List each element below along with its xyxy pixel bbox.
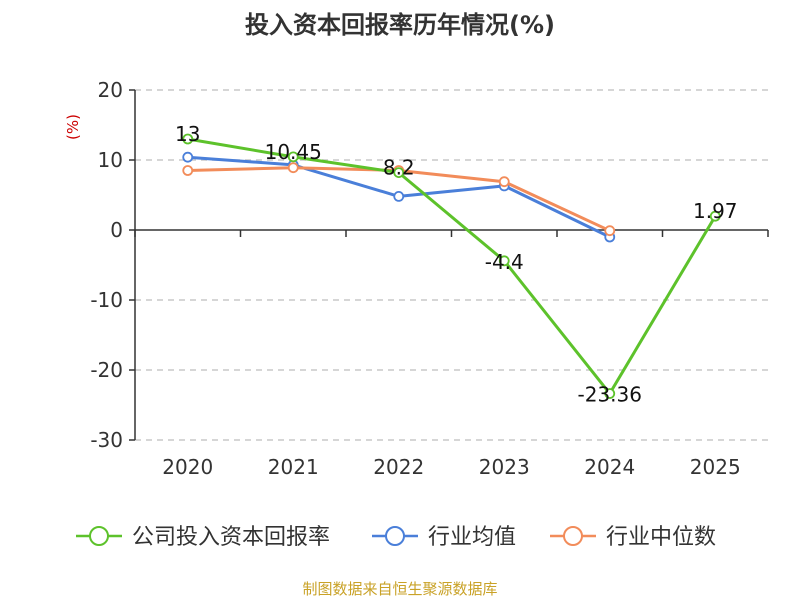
y-tick-label-10: 10 xyxy=(98,148,123,172)
data-label-2021: 10.45 xyxy=(265,140,322,164)
x-tick-label-2021: 2021 xyxy=(268,455,319,479)
point-0-2025 xyxy=(709,210,721,222)
legend-item-2: 行业中位数 xyxy=(550,525,716,550)
series-0 xyxy=(182,133,721,399)
point-2-2023 xyxy=(498,176,510,188)
y-tick-label-20: 20 xyxy=(98,78,123,102)
data-label-2023: -4.4 xyxy=(485,250,524,274)
point-0-2023 xyxy=(498,255,510,267)
y-tick-label--10: -10 xyxy=(90,288,123,312)
point-2-2024 xyxy=(604,225,616,237)
x-tick-label-2022: 2022 xyxy=(373,455,424,479)
x-tick-label-2020: 2020 xyxy=(162,455,213,479)
point-1-2022 xyxy=(393,190,405,202)
source-note: 制图数据来自恒生聚源数据库 xyxy=(302,580,497,598)
legend-item-0: 公司投入资本回报率 xyxy=(76,525,330,550)
legend-label-0: 公司投入资本回报率 xyxy=(132,525,330,550)
series-line-0 xyxy=(187,137,717,396)
point-2-2020 xyxy=(182,165,194,176)
legend-label-1: 行业均值 xyxy=(428,525,516,550)
point-2-2021 xyxy=(287,162,299,174)
legend-item-1: 行业均值 xyxy=(372,525,516,550)
point-1-2020 xyxy=(182,151,194,163)
data-label-2024: -23.36 xyxy=(578,383,642,407)
gridlines xyxy=(135,89,768,441)
legend: 公司投入资本回报率 行业均值 行业中位数 xyxy=(76,525,716,550)
y-axis-ticks: 20 10 0 -10 -20 -30 xyxy=(90,78,123,452)
point-0-2022 xyxy=(393,167,405,179)
legend-marker-2 xyxy=(563,526,583,546)
chart-title: 投入资本回报率历年情况(%) xyxy=(245,11,555,39)
data-label-2022: 8.2 xyxy=(383,156,415,180)
point-0-2024 xyxy=(604,388,616,399)
y-tick-label--30: -30 xyxy=(90,428,123,452)
x-tick-label-2023: 2023 xyxy=(479,455,530,479)
x-axis-ticks: 2020 2021 2022 2023 2024 2025 xyxy=(162,455,740,479)
axes xyxy=(129,89,769,441)
y-axis-unit-label: (%) xyxy=(64,114,82,140)
point-0-2021 xyxy=(287,151,299,163)
x-tick-label-2024: 2024 xyxy=(584,455,635,479)
data-labels: 13 10.45 8.2 -4.4 -23.36 1.97 xyxy=(175,122,737,407)
legend-marker-0 xyxy=(89,526,109,546)
data-label-2020: 13 xyxy=(175,122,200,146)
legend-label-2: 行业中位数 xyxy=(606,525,716,550)
y-tick-label--20: -20 xyxy=(90,358,123,382)
series-lines xyxy=(182,133,721,399)
x-tick-label-2025: 2025 xyxy=(690,455,741,479)
point-0-2020 xyxy=(182,133,194,145)
legend-marker-1 xyxy=(385,526,405,546)
y-tick-label-0: 0 xyxy=(110,218,123,242)
data-label-2025: 1.97 xyxy=(693,199,738,223)
